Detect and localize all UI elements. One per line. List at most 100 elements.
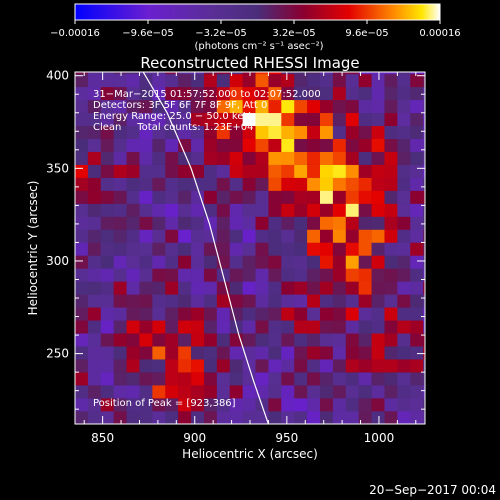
heatmap-cell <box>320 229 334 243</box>
heatmap-cell <box>139 86 153 101</box>
heatmap-cell <box>126 151 140 165</box>
heatmap-cell <box>87 72 102 75</box>
heatmap-cell <box>281 411 295 424</box>
heatmap-cell <box>100 72 114 75</box>
heatmap-cell <box>410 385 424 399</box>
heatmap-cell <box>191 177 205 191</box>
heatmap-cell <box>384 164 398 178</box>
heatmap-cell <box>216 320 231 334</box>
heatmap-cell <box>255 73 269 88</box>
heatmap-cell <box>371 398 385 412</box>
heatmap-cell <box>410 177 424 191</box>
heatmap-cell <box>178 333 192 347</box>
heatmap-cell <box>255 164 269 178</box>
heatmap-cell <box>113 372 127 386</box>
heatmap-cell <box>423 372 425 386</box>
heatmap-cell <box>281 229 295 243</box>
heatmap-cell <box>87 359 102 373</box>
heatmap-cell <box>255 86 269 101</box>
heatmap-cell <box>242 320 256 334</box>
heatmap-cell <box>281 73 295 88</box>
heatmap-cell <box>410 411 424 424</box>
heatmap-cell <box>87 164 102 178</box>
heatmap-cell <box>178 398 192 412</box>
heatmap-cell <box>397 320 411 334</box>
heatmap-cell <box>191 151 205 165</box>
heatmap-cell <box>152 73 166 88</box>
heatmap-cell <box>423 398 425 412</box>
heatmap-cell <box>397 151 411 165</box>
heatmap-cell <box>384 86 398 101</box>
x-axis-label: Heliocentric X (arcsec) <box>182 447 318 461</box>
heatmap-cell <box>294 320 308 334</box>
heatmap-cell <box>268 86 282 101</box>
heatmap-cell <box>281 112 295 127</box>
heatmap-cell <box>255 307 269 321</box>
heatmap-cell <box>229 73 243 88</box>
heatmap-cell <box>178 112 192 127</box>
heatmap-cell <box>178 99 192 114</box>
heatmap-cell <box>332 346 347 360</box>
heatmap-cell <box>139 138 153 152</box>
heatmap-cell <box>165 72 179 75</box>
heatmap-cell <box>87 190 102 204</box>
heatmap-cell <box>294 216 308 230</box>
heatmap-cell <box>113 294 127 308</box>
heatmap-cell <box>139 411 153 424</box>
heatmap-cell <box>191 203 205 217</box>
heatmap-cell <box>203 164 218 178</box>
heatmap-cell <box>126 398 140 412</box>
heatmap-cell <box>384 294 398 308</box>
heatmap-cell <box>255 294 269 308</box>
heatmap-cell <box>358 164 372 178</box>
heatmap-cell <box>139 177 153 191</box>
heatmap-cell <box>126 190 140 204</box>
heatmap-cell <box>268 385 282 399</box>
heatmap-cell <box>320 151 334 165</box>
heatmap-cell <box>216 359 231 373</box>
heatmap-cell <box>216 164 231 178</box>
heatmap-cell <box>423 385 425 399</box>
heatmap-cell <box>307 411 321 424</box>
heatmap-cell <box>410 346 424 360</box>
heatmap-cell <box>345 112 359 127</box>
heatmap-cell <box>397 190 411 204</box>
heatmap-cell <box>203 73 218 88</box>
heatmap-cell <box>332 320 347 334</box>
heatmap-cell <box>242 307 256 321</box>
heatmap-cell <box>152 320 166 334</box>
heatmap-cell <box>100 86 114 101</box>
heatmap-cell <box>139 242 153 256</box>
heatmap-cell <box>178 190 192 204</box>
heatmap-cell <box>281 320 295 334</box>
heatmap-cell <box>203 229 218 243</box>
heatmap-cell <box>152 346 166 360</box>
heatmap-cell <box>152 333 166 347</box>
heatmap-cell <box>281 164 295 178</box>
heatmap-cell <box>320 203 334 217</box>
heatmap-cell <box>165 411 179 424</box>
heatmap-cell <box>281 333 295 347</box>
heatmap-cell <box>165 86 179 101</box>
heatmap-cell <box>165 346 179 360</box>
heatmap-cell <box>332 411 347 424</box>
heatmap-cell <box>423 203 425 217</box>
y-tick-label: 400 <box>46 69 69 83</box>
heatmap-cell <box>113 73 127 88</box>
heatmap-cell <box>178 164 192 178</box>
heatmap-cell <box>75 72 89 75</box>
heatmap-cell <box>113 203 127 217</box>
heatmap-cell <box>87 242 102 256</box>
heatmap-cell <box>242 99 256 114</box>
heatmap-cell <box>345 138 359 152</box>
heatmap-cell <box>281 281 295 295</box>
heatmap-cell <box>191 190 205 204</box>
heatmap-cell <box>203 86 218 101</box>
heatmap-cell <box>320 216 334 230</box>
heatmap-cell <box>165 177 179 191</box>
heatmap-cell <box>371 190 385 204</box>
heatmap-cell <box>358 385 372 399</box>
heatmap-cell <box>358 333 372 347</box>
heatmap-cell <box>242 73 256 88</box>
heatmap-cell <box>358 177 372 191</box>
